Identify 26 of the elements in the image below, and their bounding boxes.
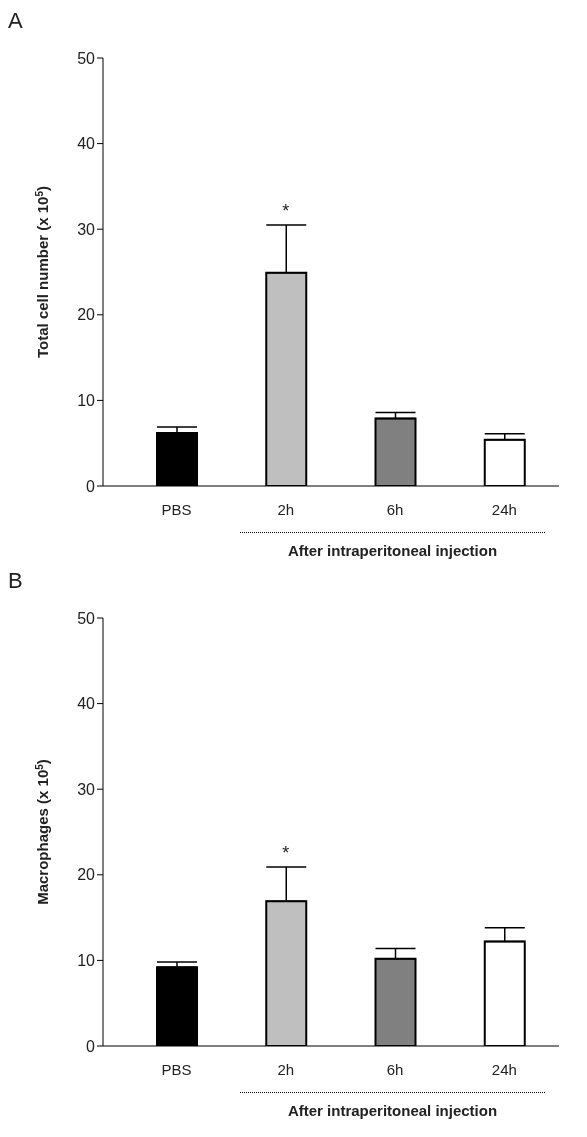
annotation: * [282, 200, 290, 221]
y-tick-label: 40 [77, 135, 96, 153]
x-tick-label: 24h [491, 500, 517, 518]
x-axis-title: After intraperitoneal injection [286, 542, 499, 559]
y-tick-label: 50 [77, 49, 96, 67]
y-tick-label: 20 [77, 866, 96, 884]
y-tick-label: 0 [86, 1037, 96, 1055]
x-tick-label: PBS [161, 1060, 192, 1078]
y-tick-label: 0 [86, 477, 96, 495]
y-tick-label: 30 [77, 780, 96, 798]
y-tick-label: 20 [77, 306, 96, 324]
x-axis-title: After intraperitoneal injection [286, 1102, 499, 1119]
chart-title: A [8, 8, 23, 34]
x-tick-label: 24h [491, 1060, 517, 1078]
y-tick-label: 40 [77, 695, 96, 713]
y-tick-label: 50 [77, 609, 96, 627]
y-tick-label: 10 [77, 952, 96, 970]
x-tick-label: PBS [161, 500, 192, 518]
annotation: * [282, 843, 290, 864]
y-tick-label: 30 [77, 220, 96, 238]
x-tick-label: 2h [277, 1060, 295, 1078]
x-tick-label: 6h [386, 500, 404, 518]
x-tick-label: 2h [277, 500, 295, 518]
chart-title: B [8, 568, 23, 594]
x-tick-label: 6h [386, 1060, 404, 1078]
y-tick-label: 10 [77, 392, 96, 410]
